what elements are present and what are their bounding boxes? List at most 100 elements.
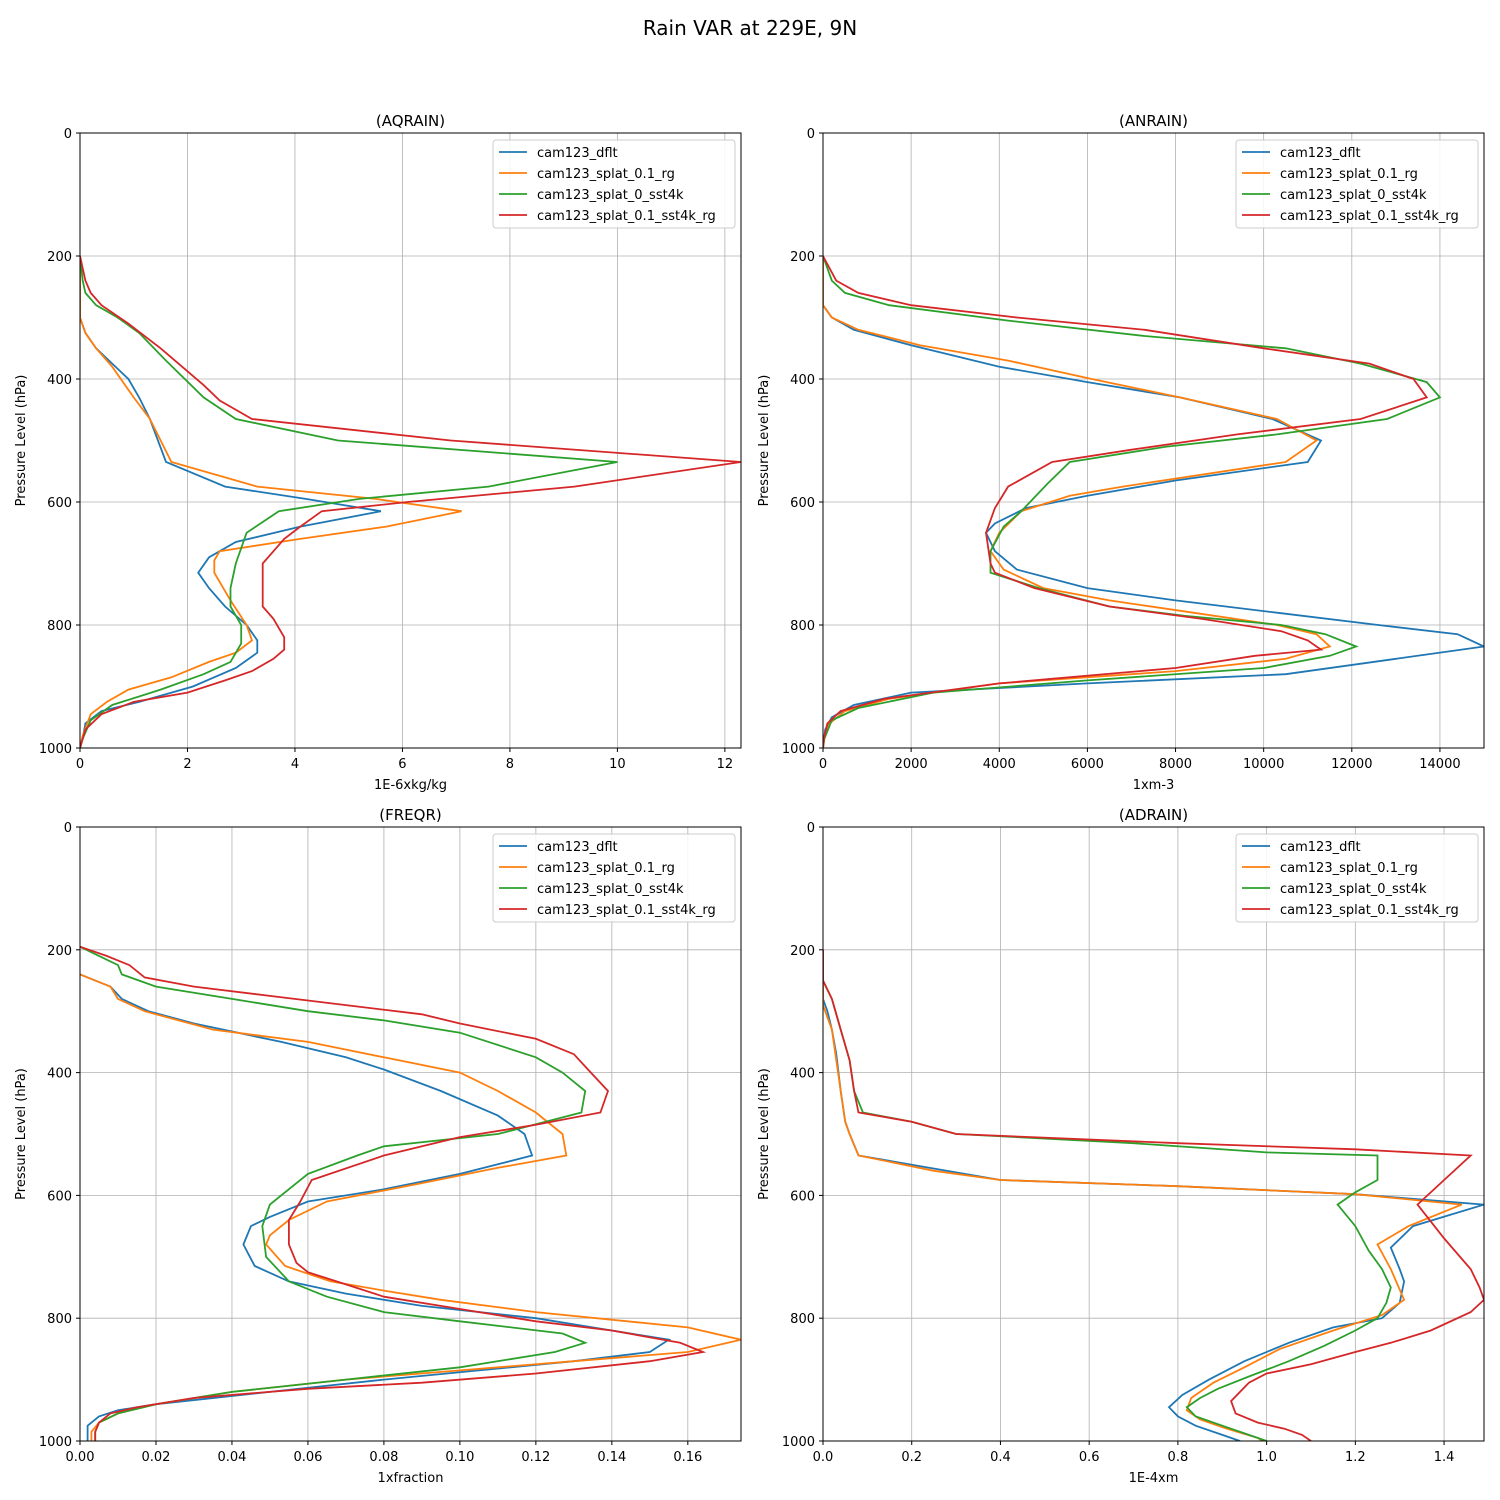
legend-label: cam123_dflt	[537, 146, 618, 161]
legend-box	[492, 833, 736, 923]
plot-frame	[79, 826, 742, 1442]
x-tick-label: 1.0	[1256, 1450, 1277, 1465]
x-tick-label: 4000	[983, 757, 1016, 772]
legend-label: cam123_splat_0_sst4k	[1280, 882, 1427, 897]
x-axis-label: 1E-6xkg/kg	[374, 778, 447, 793]
legend-label: cam123_splat_0_sst4k	[537, 188, 684, 203]
x-tick-label: 0.0	[813, 1450, 834, 1465]
legend: cam123_dflt cam123_splat_0.1_rg cam123_spl…	[1235, 139, 1479, 229]
y-tick-label: 800	[47, 619, 72, 634]
x-tick-label: 2000	[895, 757, 928, 772]
y-axis-label: Pressure Level (hPa)	[14, 1068, 29, 1200]
x-tick-label: 10000	[1243, 757, 1284, 772]
x-tick-label: 0.8	[1168, 1450, 1189, 1465]
y-axis-label: Pressure Level (hPa)	[14, 375, 29, 507]
legend-box	[492, 139, 736, 229]
series-line-cam123_dflt	[80, 256, 382, 748]
x-tick-label: 6000	[1071, 757, 1104, 772]
series-line-cam123_splat_0_sst4k	[80, 945, 588, 1441]
series-line-cam123_splat_0_sst4k	[823, 255, 1442, 748]
x-tick-label: 10	[609, 757, 626, 772]
y-tick-label: 0	[64, 127, 72, 142]
legend-label: cam123_splat_0.1_sst4k_rg	[1280, 903, 1459, 918]
x-tick-label: 0.08	[369, 1450, 398, 1465]
series-line-cam123_splat_0.1_sst4k_rg	[80, 255, 741, 748]
legend-box	[1235, 139, 1479, 229]
panel-title: (AQRAIN)	[376, 112, 445, 130]
x-tick-label: 0.00	[66, 1450, 95, 1465]
y-tick-label: 1000	[782, 1435, 815, 1450]
x-axis-label: 1xfraction	[378, 1471, 444, 1486]
series-line-cam123_splat_0_sst4k	[80, 255, 618, 748]
panel-title: (FREQR)	[379, 806, 441, 824]
x-tick-label: 1.4	[1434, 1450, 1455, 1465]
plot-frame	[822, 132, 1485, 749]
series-line-cam123_splat_0.1_rg	[823, 949, 1463, 1441]
x-tick-label: 4	[291, 757, 299, 772]
panel-title: (ANRAIN)	[1119, 112, 1188, 130]
y-tick-label: 200	[47, 944, 72, 959]
x-tick-label: 0.12	[521, 1450, 550, 1465]
panel-freqr: 0.00 0.02 0.04 0.06 0.08 0.10 0.12 0.14 0.16 0 200…	[14, 806, 742, 1486]
x-tick-label: 0	[819, 757, 827, 772]
series-line-cam123_splat_0.1_rg	[80, 256, 462, 748]
y-tick-label: 600	[790, 1189, 815, 1204]
y-tick-label: 600	[47, 496, 72, 511]
legend-label: cam123_splat_0_sst4k	[1280, 188, 1427, 203]
x-tick-label: 2	[183, 757, 191, 772]
y-tick-label: 200	[47, 250, 72, 265]
legend-label: cam123_dflt	[1280, 146, 1361, 161]
x-tick-label: 0.16	[673, 1450, 702, 1465]
legend-label: cam123_splat_0.1_sst4k_rg	[537, 209, 716, 224]
legend: cam123_dflt cam123_splat_0.1_rg cam123_spl…	[492, 833, 736, 923]
panel-title: (ADRAIN)	[1119, 806, 1188, 824]
legend-label: cam123_splat_0.1_rg	[537, 861, 675, 876]
legend-box	[1235, 833, 1479, 923]
figure-title: Rain VAR at 229E, 9N	[642, 16, 858, 40]
y-axis-label: Pressure Level (hPa)	[757, 1068, 772, 1200]
legend-label: cam123_splat_0_sst4k	[537, 882, 684, 897]
series-line-cam123_splat_0.1_rg	[80, 973, 741, 1441]
x-tick-label: 1.2	[1345, 1450, 1366, 1465]
y-tick-label: 400	[790, 1067, 815, 1082]
x-tick-label: 6	[398, 757, 406, 772]
x-tick-label: 0.04	[217, 1450, 246, 1465]
x-tick-label: 0.2	[901, 1450, 922, 1465]
y-tick-label: 600	[47, 1189, 72, 1204]
y-tick-label: 0	[807, 821, 815, 836]
y-tick-label: 1000	[782, 742, 815, 757]
legend-label: cam123_splat_0.1_sst4k_rg	[537, 903, 716, 918]
x-tick-label: 0.14	[597, 1450, 626, 1465]
x-tick-label: 12000	[1331, 757, 1372, 772]
x-tick-label: 0.4	[990, 1450, 1011, 1465]
y-tick-label: 1000	[39, 1435, 72, 1450]
x-axis-label: 1xm-3	[1133, 778, 1175, 793]
y-tick-label: 600	[790, 496, 815, 511]
plot-frame	[79, 132, 742, 749]
y-tick-label: 0	[64, 821, 72, 836]
y-tick-label: 0	[807, 127, 815, 142]
x-tick-label: 0.10	[445, 1450, 474, 1465]
legend: cam123_dflt cam123_splat_0.1_rg cam123_spl…	[492, 139, 736, 229]
y-tick-label: 200	[790, 250, 815, 265]
legend-label: cam123_splat_0.1_rg	[537, 167, 675, 182]
y-tick-label: 400	[47, 1067, 72, 1082]
x-tick-label: 8	[506, 757, 514, 772]
y-axis-label: Pressure Level (hPa)	[757, 375, 772, 507]
legend: cam123_dflt cam123_splat_0.1_rg cam123_spl…	[1235, 833, 1479, 923]
series-line-cam123_splat_0.1_sst4k_rg	[823, 949, 1484, 1441]
legend-label: cam123_dflt	[537, 840, 618, 855]
panel-aqrain: 0 2 4 6 8 10 12 0 200 400 600 800 1000 (AQRAIN) 1E-6xk…	[14, 112, 742, 793]
y-tick-label: 800	[47, 1312, 72, 1327]
x-axis-label: 1E-4xm	[1129, 1471, 1179, 1486]
legend-label: cam123_splat_0.1_sst4k_rg	[1280, 209, 1459, 224]
x-tick-label: 12	[717, 757, 734, 772]
series-line-cam123_dflt	[80, 973, 672, 1441]
x-tick-label: 8000	[1159, 757, 1192, 772]
y-tick-label: 1000	[39, 742, 72, 757]
legend-label: cam123_splat_0.1_rg	[1280, 861, 1418, 876]
y-tick-label: 800	[790, 1312, 815, 1327]
y-tick-label: 200	[790, 944, 815, 959]
x-tick-label: 14000	[1419, 757, 1460, 772]
